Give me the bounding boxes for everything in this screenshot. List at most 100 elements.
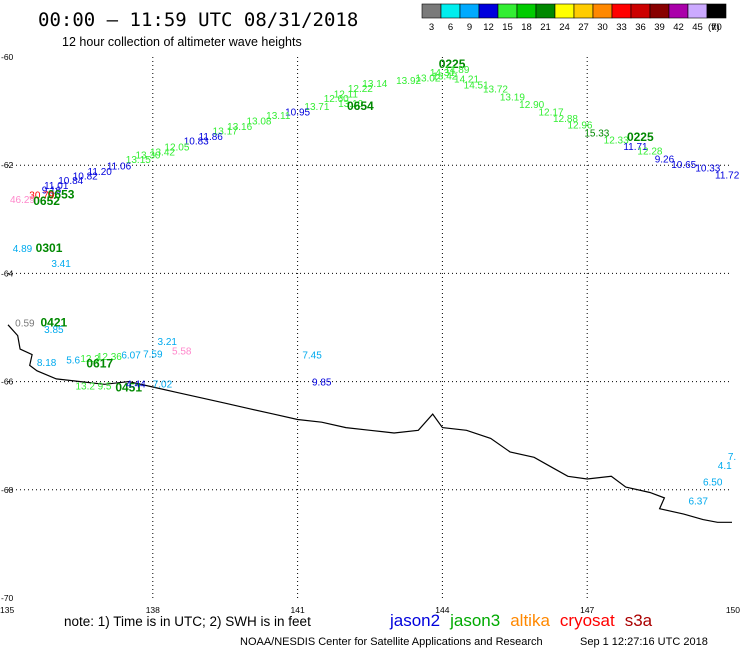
wave-height-label: 13.72 (483, 85, 508, 96)
wave-height-label: 3.21 (158, 337, 178, 348)
legend-swatch-label: 70 (711, 22, 722, 33)
satellite-name: jason2 (389, 611, 440, 630)
wave-height-label: 13.42 (150, 147, 175, 158)
wave-height-label: 14.51 (464, 80, 489, 91)
wave-height-label: 8.18 (37, 358, 57, 369)
legend-swatch-label: 36 (635, 22, 646, 33)
wave-height-label: 11.72 (715, 171, 740, 182)
latitude-tick-label: -64 (1, 268, 14, 278)
wave-height-label: 11.71 (623, 142, 648, 153)
wave-height-label: 10.82 (73, 171, 98, 182)
wave-height-label: 11.01 (44, 181, 69, 192)
legend-swatch (668, 3, 689, 19)
wave-height-label: 13.30 (135, 151, 160, 162)
legend-swatch-label: 6 (448, 22, 453, 33)
wave-height-label: 10.84 (58, 176, 83, 187)
footer-credit: NOAA/NESDIS Center for Satellite Applica… (240, 636, 543, 648)
wave-height-label: 9.85 (312, 377, 332, 388)
wave-height-label: 5.6 (66, 356, 80, 367)
legend-swatch (573, 3, 594, 19)
wave-height-label: 30.79 (29, 191, 54, 202)
pass-time-label: 0653 (48, 188, 75, 202)
legend-swatch (516, 3, 537, 19)
legend-swatch-label: 42 (673, 22, 684, 33)
wave-height-label: 11.20 (88, 167, 113, 178)
wave-height-label: 6.07 (121, 350, 141, 361)
wave-height-label: 13.92 (396, 76, 421, 87)
longitude-tick-label: 141 (291, 605, 305, 615)
wave-height-label: 9.16 (42, 185, 62, 196)
legend-swatch-label: 9 (467, 22, 472, 33)
latitude-tick-label: -68 (1, 485, 14, 495)
wave-height-label: 13.17 (213, 126, 238, 137)
wave-height-label: 13.19 (500, 92, 525, 103)
legend-swatch (611, 3, 632, 19)
satellite-name: s3a (625, 611, 653, 630)
wave-height-label: 7.59 (143, 349, 163, 360)
wave-height-label: 13.42 (432, 72, 457, 83)
wave-height-label: 12.22 (348, 84, 373, 95)
map-background (8, 57, 732, 598)
legend-swatch-label: 24 (559, 22, 570, 33)
legend-swatch (687, 3, 708, 19)
legend-swatch (497, 3, 518, 19)
wave-height-label: 10.95 (285, 107, 310, 118)
wave-height-label: 12.11 (334, 90, 359, 101)
wave-height-label: 9.26 (655, 154, 675, 165)
wave-height-label: 7.45 (302, 350, 322, 361)
wave-height-label: 13.02 (415, 73, 440, 84)
legend-swatch-label: 39 (654, 22, 665, 33)
wave-height-label: 3.41 (51, 259, 71, 270)
footer-note: note: 1) Time is in UTC; 2) SWH is in fe… (64, 614, 311, 629)
wave-height-label: 12.3 (80, 354, 100, 365)
wave-height-label: 4.89 (13, 244, 33, 255)
wave-height-label: 7.02 (153, 380, 173, 391)
legend-swatch (440, 3, 461, 19)
legend-swatch-label: 15 (502, 22, 513, 33)
legend-swatch (554, 3, 575, 19)
legend-swatch-label: 18 (521, 22, 532, 33)
wave-height-label: 12.60 (324, 94, 349, 105)
page-title: 00:00 – 11:59 UTC 08/31/2018 (38, 9, 358, 31)
wave-height-label: 12.88 (553, 114, 578, 125)
satellite-name: jason3 (449, 611, 500, 630)
satellite-name: cryosat (560, 611, 615, 630)
wave-height-label: 4.1 (718, 461, 732, 472)
latitude-tick-label: -66 (1, 377, 14, 387)
wave-height-label: 13.15 (126, 155, 151, 166)
satellite-legend: jason2 jason3 altika cryosat s3a (389, 611, 653, 630)
longitude-tick-label: 147 (580, 605, 594, 615)
wave-height-label: 10.33 (695, 164, 720, 175)
wave-height-label: 12.28 (637, 146, 662, 157)
wave-height-label: 13.11 (266, 111, 291, 122)
page-subtitle: 12 hour collection of altimeter wave hei… (62, 35, 302, 49)
wave-height-label: 12.17 (538, 107, 563, 118)
legend-swatch (630, 3, 651, 19)
pass-time-label: 0451 (115, 380, 142, 394)
wave-height-label: 11.86 (199, 132, 224, 143)
pass-time-label: 0654 (347, 99, 374, 113)
wave-height-label: 10.65 (671, 160, 696, 171)
longitude-tick-label: 150 (726, 605, 740, 615)
legend-swatch-label: 45 (692, 22, 703, 33)
wave-height-label: 13.14 (362, 79, 387, 90)
wave-height-label: 13.71 (304, 102, 329, 113)
wave-height-label: 12.96 (567, 120, 592, 131)
longitude-tick-label: 144 (435, 605, 449, 615)
wave-height-label: 13.16 (227, 122, 252, 133)
wave-height-label: 12.05 (164, 143, 189, 154)
axis-labels: -60 -62 -64 -66 -68 -70 135 138 141 144 147 150 (0, 52, 740, 615)
wave-height-label: 7. (728, 452, 736, 463)
pass-time-label: 0652 (33, 194, 60, 208)
pass-time-label: 0225 (439, 57, 466, 71)
wave-height-label: 13.10 (338, 99, 363, 110)
legend-swatch-label: 27 (578, 22, 589, 33)
wave-height-label: 11.06 (107, 162, 132, 173)
legend-swatch-label: 30 (597, 22, 608, 33)
wave-height-label: 6.50 (703, 477, 723, 488)
latitude-tick-label: -70 (1, 593, 14, 603)
